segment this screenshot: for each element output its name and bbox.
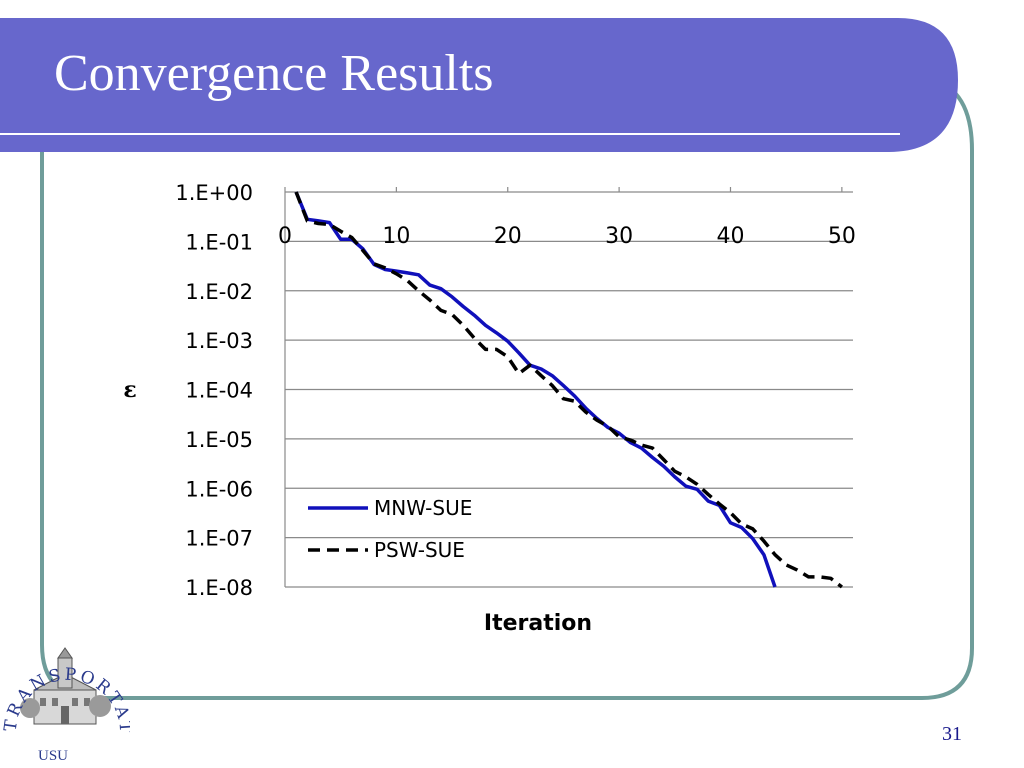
y-tick-label: 1.E-03 xyxy=(185,329,253,353)
y-tick-label: 1.E-07 xyxy=(185,527,253,551)
x-tick-label: 20 xyxy=(494,224,522,249)
y-tick-label: 1.E-05 xyxy=(185,428,253,452)
x-tick-label: 0 xyxy=(278,224,292,249)
building-icon xyxy=(20,647,111,725)
header-band xyxy=(0,18,958,152)
y-tick-label: 1.E-06 xyxy=(185,477,253,501)
legend-label: PSW-SUE xyxy=(374,538,465,562)
y-axis-label: ε xyxy=(123,377,136,403)
y-tick-label: 1.E-08 xyxy=(185,576,253,600)
slide-title: Convergence Results xyxy=(54,45,494,102)
series-line-psw-sue xyxy=(294,191,843,589)
x-tick-labels: 0 10 20 30 40 50 xyxy=(278,224,856,249)
x-tick-label: 10 xyxy=(382,224,410,249)
y-tick-label: 1.E+00 xyxy=(175,181,253,205)
legend-label: MNW-SUE xyxy=(374,496,472,520)
x-axis-label: Iteration xyxy=(484,611,592,636)
y-tick-label: 1.E-04 xyxy=(185,379,253,403)
y-tick-labels: 1.E+00 1.E-01 1.E-02 1.E-03 1.E-04 1.E-05 1.E-… xyxy=(175,181,253,600)
series-lines xyxy=(294,191,843,589)
usu-transportation-logo: TRANSPORTATION xyxy=(2,640,130,736)
y-tick-label: 1.E-02 xyxy=(185,280,253,304)
legend: MNW-SUE PSW-SUE xyxy=(308,496,472,562)
x-tick-label: 40 xyxy=(716,224,744,249)
x-tick-label: 50 xyxy=(828,224,856,249)
slide-number: 31 xyxy=(942,723,962,745)
logo-label: USU xyxy=(38,748,69,764)
y-tick-label: 1.E-01 xyxy=(185,230,253,254)
axes xyxy=(284,187,843,587)
x-tick-label: 30 xyxy=(605,224,633,249)
